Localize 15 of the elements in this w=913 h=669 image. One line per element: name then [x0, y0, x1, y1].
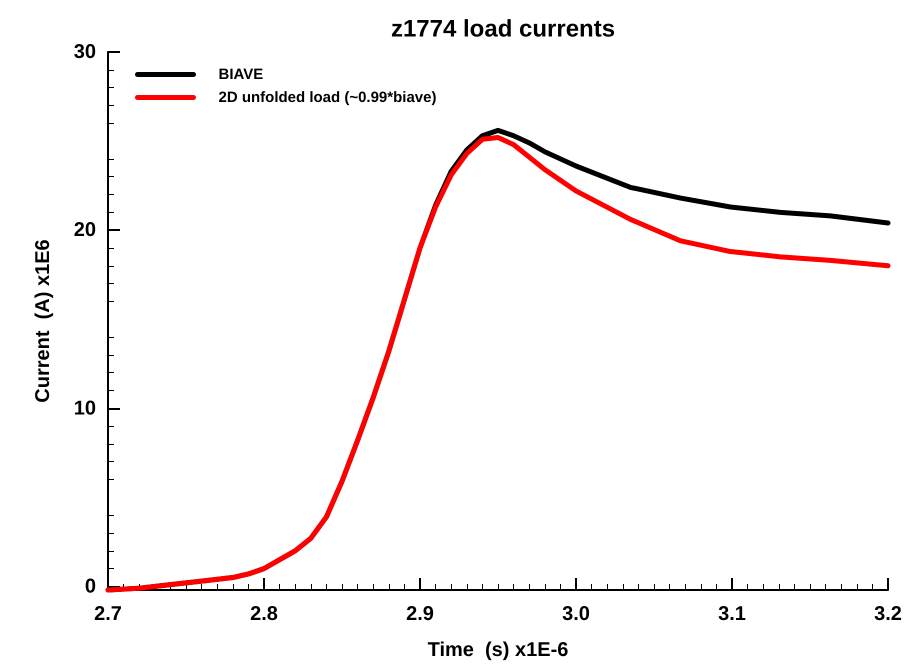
x-tick-label: 2.9	[406, 603, 434, 625]
x-tick-label: 2.8	[250, 603, 278, 625]
x-tick-label: 3.2	[874, 603, 902, 625]
y-tick-label: 10	[74, 397, 96, 420]
x-tick-label: 3.0	[562, 603, 590, 625]
legend-label: 2D unfolded load (~0.99*biave)	[218, 89, 436, 106]
legend-label: BIAVE	[218, 66, 264, 83]
chart-title: z1774 load currents	[390, 16, 616, 42]
x-tick-label: 2.7	[94, 603, 122, 625]
y-tick-label: 20	[74, 219, 96, 242]
y-axis-title: Current (A) x1E6	[32, 239, 54, 403]
y-tick-label: 0	[84, 575, 96, 598]
x-tick-label: 3.1	[718, 603, 746, 625]
x-axis-title: Time (s) x1E-6	[428, 639, 568, 661]
y-tick-label: 30	[74, 41, 96, 63]
